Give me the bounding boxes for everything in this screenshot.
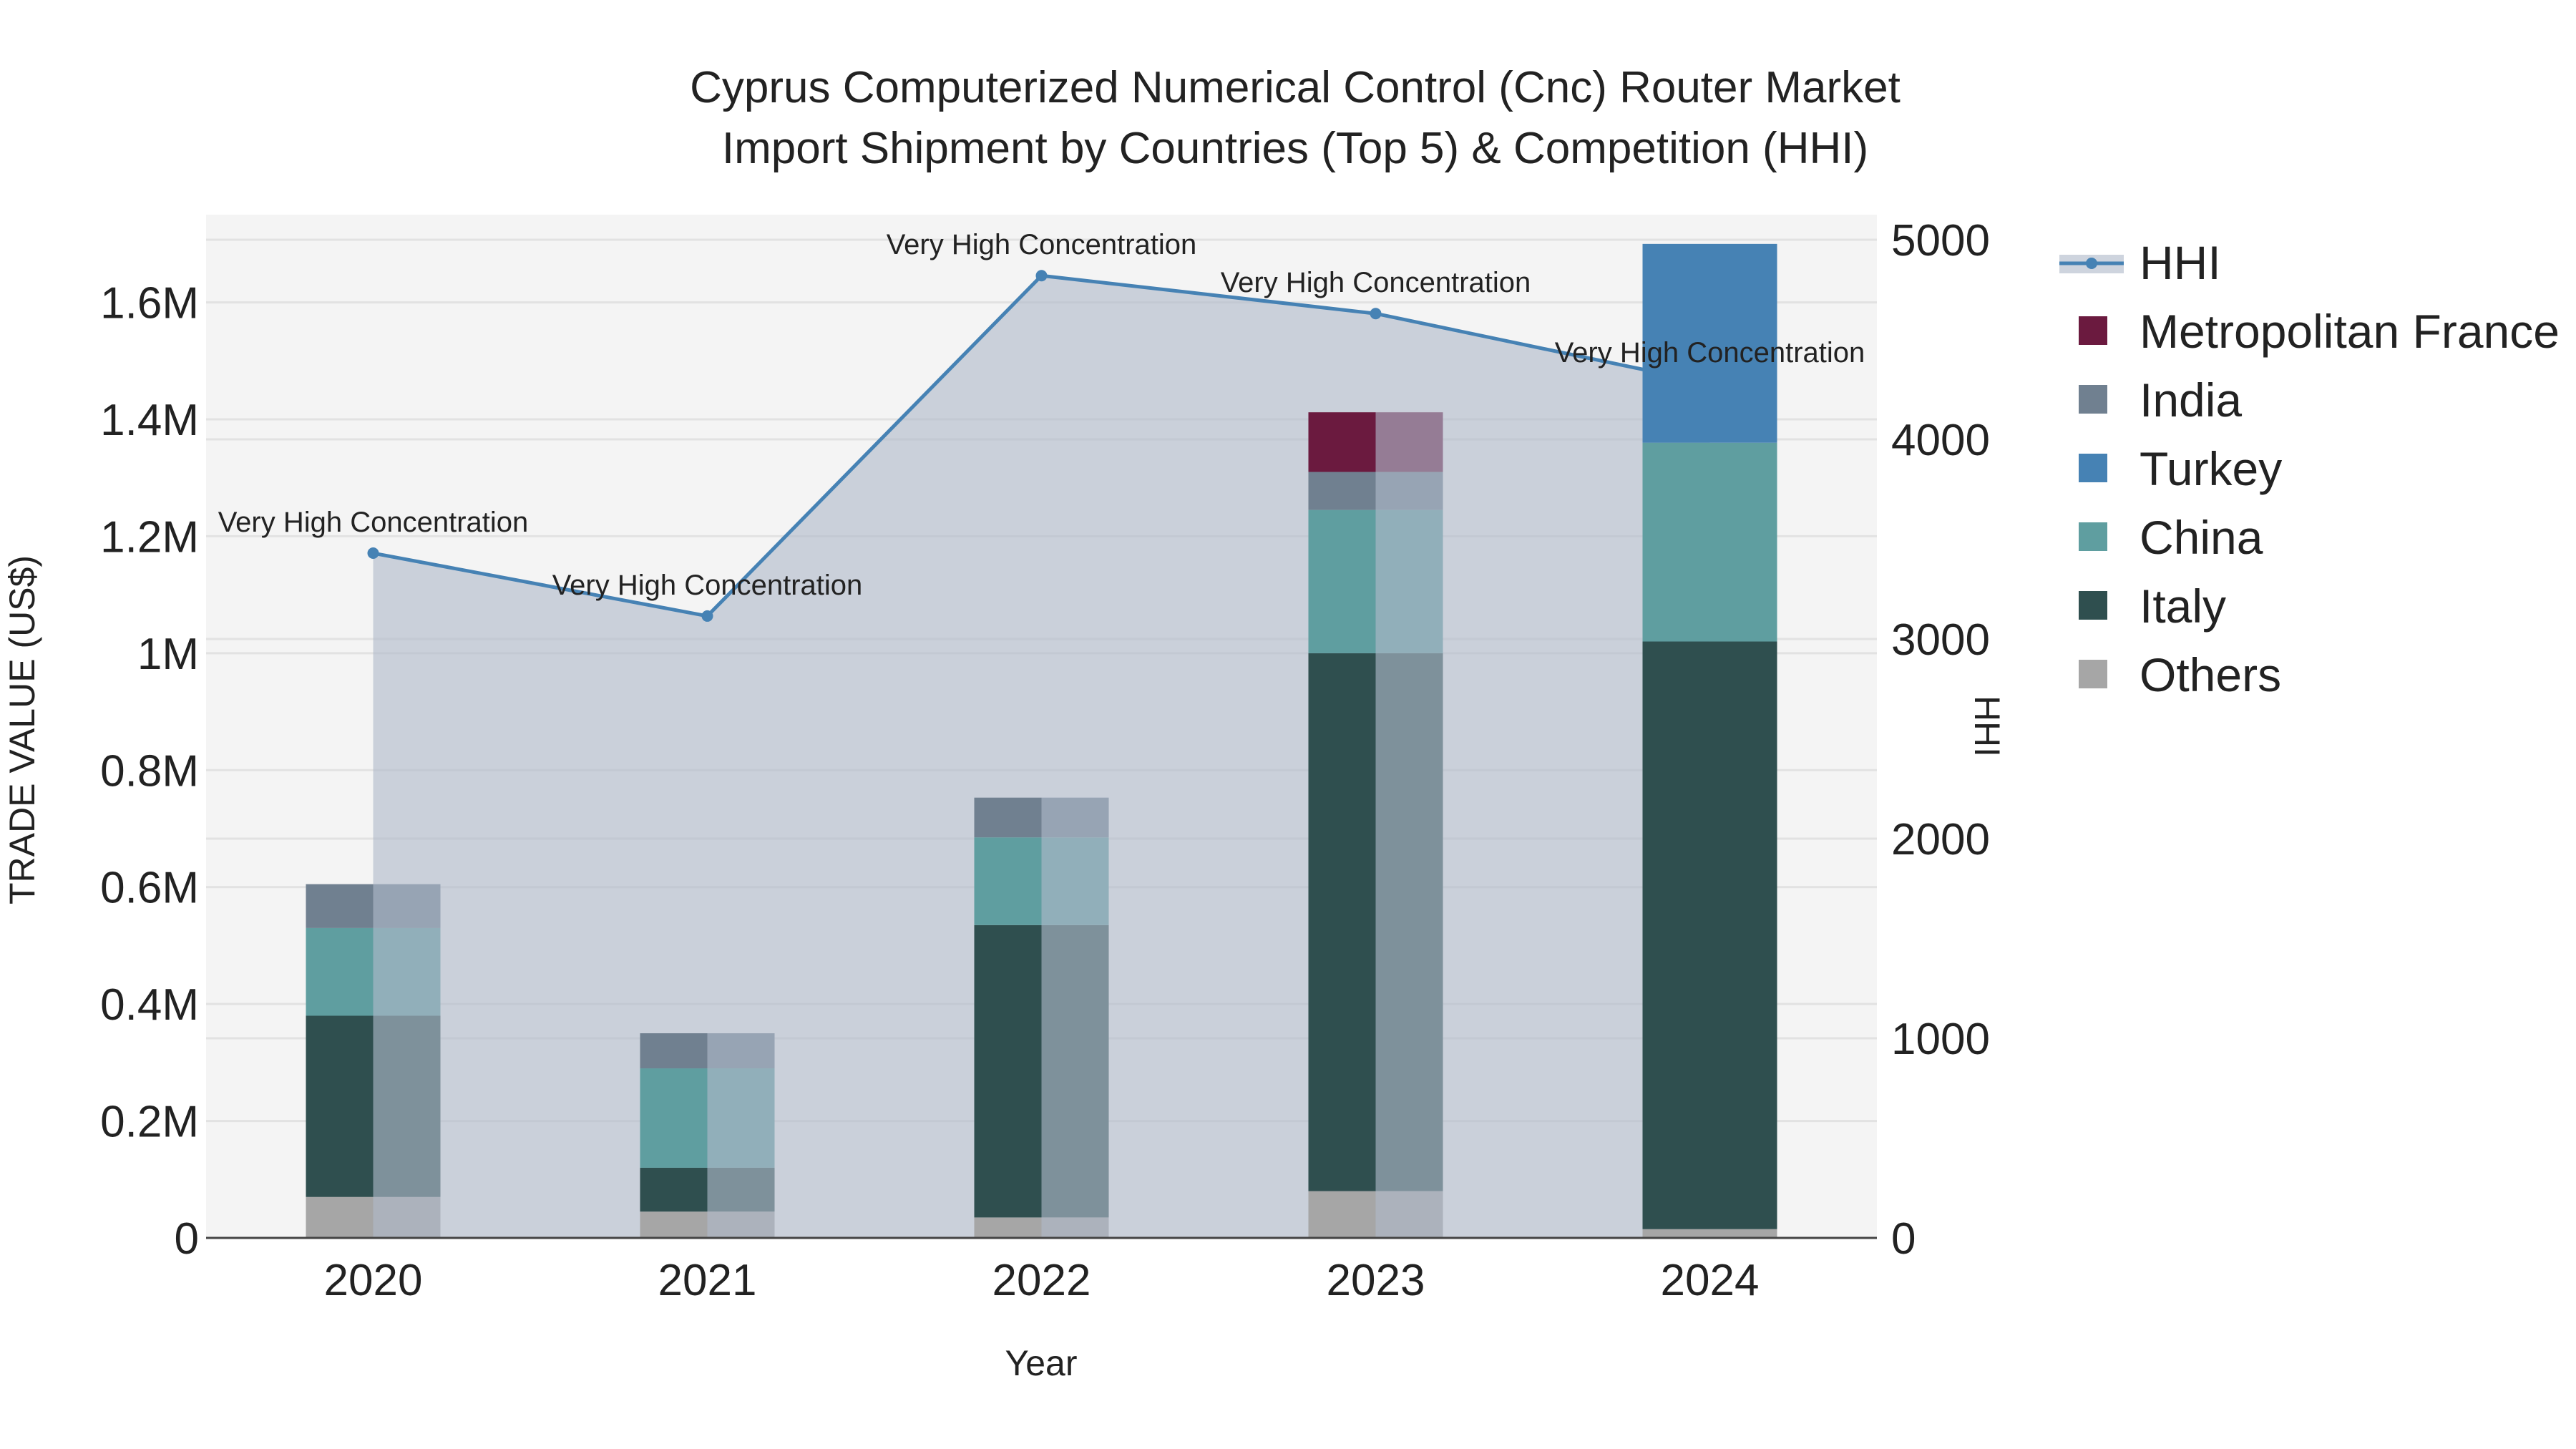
hhi-label-2022: Very High Concentration <box>887 229 1197 260</box>
y-tick-label: 0.2M <box>100 1098 199 1147</box>
legend-label-india[interactable]: India <box>2140 374 2242 426</box>
y-axis-title: TRADE VALUE (US$) <box>2 555 42 904</box>
bar-italy-2022 <box>974 924 1042 1218</box>
bar-italy-2024 <box>1642 641 1710 1229</box>
hhi-point-2020 <box>367 547 379 560</box>
x-tick-label-2023: 2023 <box>1327 1256 1425 1305</box>
bar-china-2023 <box>1308 509 1376 653</box>
bar-italy-2023 <box>1308 653 1376 1191</box>
bar-turkey-2024 <box>1642 243 1710 443</box>
hhi-point-2023 <box>1370 308 1382 320</box>
bar-india-2020 <box>306 884 374 928</box>
bar-others-2020 <box>306 1196 374 1238</box>
y2-axis-ticks: 0 1000 2000 3000 4000 5000 <box>1891 216 1990 1264</box>
y-tick-label: 1.6M <box>100 279 199 328</box>
x-tick-label-2024: 2024 <box>1661 1256 1760 1305</box>
bar-china-2024 <box>1642 442 1710 642</box>
y2-tick-label: 3000 <box>1891 615 1990 665</box>
x-axis-ticks: 2020 2021 2022 2023 2024 <box>324 1256 1760 1305</box>
bar-others-2024-right <box>1709 1229 1777 1238</box>
legend-label-metropolitan-france[interactable]: Metropolitan France <box>2140 305 2560 358</box>
chart-title-line-1: Cyprus Computerized Numerical Control (C… <box>690 63 1901 112</box>
hhi-label-2024: Very High Concentration <box>1555 337 1865 369</box>
legend-swatch-italy <box>2079 591 2107 620</box>
bar-china-2020 <box>306 927 374 1016</box>
legend-label-hhi[interactable]: HHI <box>2140 236 2221 289</box>
hhi-label-2023: Very High Concentration <box>1221 267 1531 298</box>
bar-others-2023 <box>1308 1191 1376 1238</box>
y-tick-label: 0.8M <box>100 746 199 796</box>
hhi-annotations: Very High Concentration Very High Concent… <box>218 229 1865 601</box>
legend: HHI Metropolitan France India Turkey China It… <box>2059 236 2560 701</box>
bar-italy-2020 <box>306 1015 374 1197</box>
hhi-point-2024 <box>1704 377 1716 389</box>
y2-tick-label: 1000 <box>1891 1015 1990 1064</box>
bar-india-2022 <box>974 797 1042 838</box>
y2-axis-title: HHI <box>1967 696 2007 757</box>
hhi-point-2022 <box>1035 270 1048 282</box>
legend-label-turkey[interactable]: Turkey <box>2140 442 2282 495</box>
legend-label-italy[interactable]: Italy <box>2140 580 2226 633</box>
x-axis-title: Year <box>1005 1343 1077 1383</box>
y-tick-label: 0.6M <box>100 864 199 913</box>
bar-others-2021 <box>640 1211 708 1238</box>
bars-left-halves <box>306 243 1710 1238</box>
legend-swatch-hhi-marker <box>2086 258 2097 269</box>
hhi-label-2021: Very High Concentration <box>552 570 863 601</box>
y-tick-label: 0.4M <box>100 980 199 1030</box>
bar-turkey-2024-right <box>1709 243 1777 443</box>
bar-india-2023 <box>1308 472 1376 510</box>
legend-swatch-turkey <box>2079 454 2107 482</box>
y2-tick-label: 4000 <box>1891 416 1990 465</box>
chart-title-line-2: Import Shipment by Countries (Top 5) & C… <box>722 124 1868 173</box>
y-tick-label: 1.4M <box>100 396 199 445</box>
bar-china-2022 <box>974 837 1042 925</box>
y2-tick-label: 5000 <box>1891 216 1990 265</box>
y-tick-label: 1M <box>137 630 199 679</box>
legend-swatch-india <box>2079 385 2107 414</box>
bar-italy-2021 <box>640 1167 708 1212</box>
y-tick-label: 0 <box>175 1214 199 1264</box>
legend-swatch-metropolitan-france <box>2079 316 2107 345</box>
legend-swatch-china <box>2079 522 2107 551</box>
y2-tick-label: 2000 <box>1891 815 1990 864</box>
hhi-label-2020: Very High Concentration <box>218 507 529 538</box>
legend-label-china[interactable]: China <box>2140 511 2263 564</box>
bar-others-2022 <box>974 1217 1042 1238</box>
bar-italy-2024-right <box>1709 641 1777 1229</box>
legend-label-others[interactable]: Others <box>2140 648 2281 701</box>
legend-swatch-others <box>2079 660 2107 688</box>
hhi-point-2021 <box>701 610 713 622</box>
x-tick-label-2022: 2022 <box>992 1256 1091 1305</box>
bar-china-2021 <box>640 1068 708 1168</box>
x-tick-label-2020: 2020 <box>324 1256 423 1305</box>
hhi-line-layer <box>367 270 1716 622</box>
y2-tick-label: 0 <box>1891 1214 1916 1264</box>
y-tick-label: 1.2M <box>100 512 199 562</box>
bar-india-2021 <box>640 1033 708 1069</box>
bar-metropolitan-france-2023 <box>1308 412 1376 472</box>
y-axis-ticks: 0 0.2M 0.4M 0.6M 0.8M 1M 1.2M 1.4M 1.6M <box>100 279 199 1264</box>
bar-china-2024-right <box>1709 442 1777 642</box>
x-tick-label-2021: 2021 <box>658 1256 757 1305</box>
bar-others-2024 <box>1642 1229 1710 1238</box>
